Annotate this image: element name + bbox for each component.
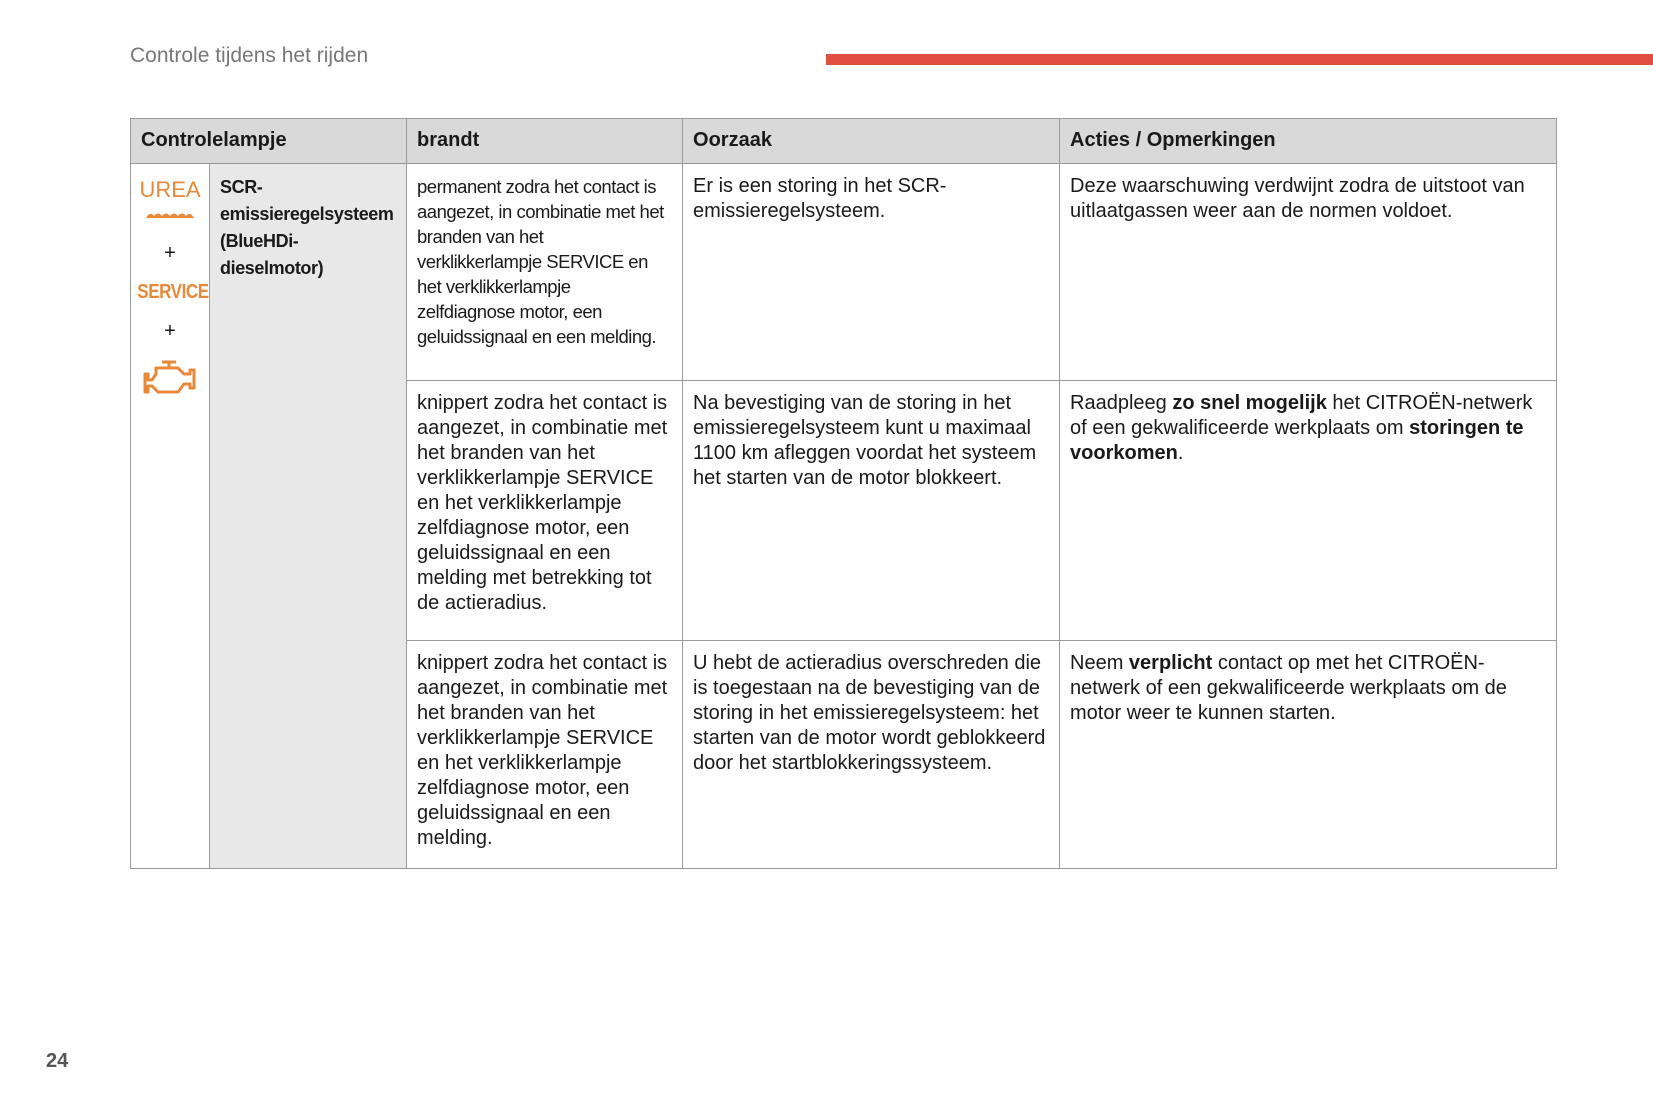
brandt-cell: knippert zodra het contact is aangezet, … (406, 640, 684, 869)
text-segment: . (1177, 442, 1184, 464)
lamp-name: SCR-emissieregelsysteem (BlueHDi-dieselm… (208, 163, 408, 869)
header-brandt: brandt (406, 118, 684, 164)
acties-cell: Raadpleeg zo snel mogelijk het CITROËN-n… (1059, 380, 1558, 641)
text-segment: Raadpleeg (1070, 392, 1173, 414)
table-header-row: Controlelampje brandt Oorzaak Acties / O… (129, 118, 1558, 164)
service-icon: SERVICE (137, 281, 209, 303)
warning-lamp-table: Controlelampje brandt Oorzaak Acties / O… (129, 118, 1558, 869)
acties-cell: Deze waarschuwing verdwijnt zodra de uit… (1059, 163, 1558, 381)
header-acties: Acties / Opmerkingen (1059, 118, 1558, 164)
table-row: knippert zodra het contact is aangezet, … (131, 640, 1558, 869)
brandt-cell: permanent zodra het contact is aangezet,… (406, 163, 684, 381)
engine-check-icon (131, 358, 209, 407)
page-number: 24 (46, 1050, 69, 1072)
emphasis-text: zo snel mogelijk (1172, 392, 1327, 414)
accent-bar (826, 54, 1653, 65)
header-controlelampje: Controlelampje (129, 118, 408, 164)
oorzaak-cell: Er is een storing in het SCR-emissierege… (682, 163, 1061, 381)
oorzaak-cell: U hebt de actieradius overschreden die i… (682, 640, 1061, 869)
acties-cell: Neem verplicht contact op met het CITROË… (1059, 640, 1558, 869)
text-segment: contact op met het CITROËN-netwerk of ee… (1070, 652, 1507, 724)
emphasis-text: verplicht (1128, 652, 1213, 674)
plus-sign: + (164, 320, 176, 342)
emphasis-text: storingen te voorkomen (1070, 417, 1524, 464)
brandt-cell: knippert zodra het contact is aangezet, … (406, 380, 684, 641)
text-segment: het CITROËN-netwerk of een gekwalificeer… (1070, 392, 1533, 439)
urea-icon: UREA (131, 178, 209, 227)
section-title: Controle tijdens het rijden (130, 44, 369, 67)
lamp-icons-cell: UREA + SERVICE + (130, 163, 210, 869)
text-segment: Neem (1070, 652, 1129, 674)
table-row: knippert zodra het contact is aangezet, … (131, 380, 1558, 641)
table-row: UREA + SERVICE + SCR-emissieregelsysteem… (130, 163, 1558, 869)
text-segment: Deze waarschuwing verdwijnt zodra de uit… (1070, 175, 1525, 222)
plus-sign: + (164, 242, 176, 264)
header-oorzaak: Oorzaak (682, 118, 1061, 164)
oorzaak-cell: Na bevestiging van de storing in het emi… (682, 380, 1061, 641)
